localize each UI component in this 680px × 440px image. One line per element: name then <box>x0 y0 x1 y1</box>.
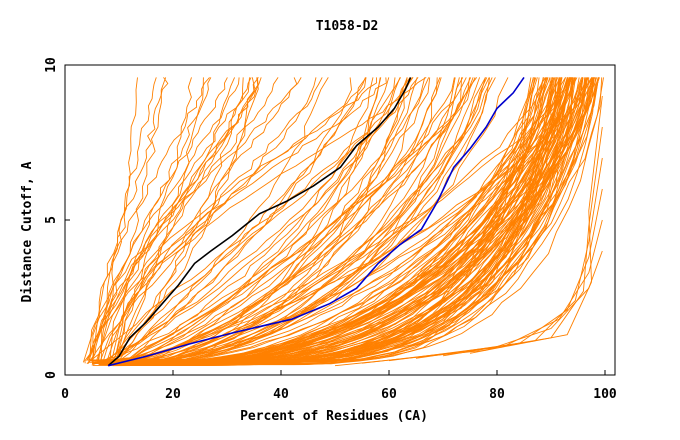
model-line <box>128 77 540 364</box>
model-line <box>442 126 603 357</box>
model-line <box>114 77 490 366</box>
x-tick-label: 80 <box>489 387 505 402</box>
x-tick-label: 0 <box>61 387 69 402</box>
model-line <box>182 77 560 362</box>
model-line <box>101 77 236 366</box>
model-line <box>186 77 554 365</box>
model-line <box>112 77 563 367</box>
axis-ticks: 0 20 40 60 80 100 0 5 10 <box>44 57 617 402</box>
model-line <box>91 77 259 361</box>
model-line <box>87 77 317 364</box>
model-line <box>98 77 408 366</box>
model-line <box>87 77 366 360</box>
model-line <box>117 77 555 361</box>
model-line <box>130 77 537 365</box>
model-line <box>86 77 414 364</box>
model-line <box>93 77 418 364</box>
x-tick-label: 100 <box>593 387 617 402</box>
model-line <box>114 77 298 365</box>
model-line <box>204 77 561 365</box>
model-line <box>128 77 426 361</box>
highlight-line-black <box>107 77 412 367</box>
model-line <box>91 77 431 362</box>
model-line <box>95 77 378 364</box>
model-line <box>181 77 561 364</box>
x-tick-label: 60 <box>381 387 397 402</box>
chart-title: T1058-D2 <box>316 19 379 34</box>
model-line <box>98 77 352 366</box>
y-tick-label: 10 <box>44 57 59 73</box>
model-line <box>100 77 169 362</box>
model-line <box>118 77 460 366</box>
model-line <box>97 77 262 363</box>
model-line <box>139 77 557 363</box>
model-line <box>163 77 571 361</box>
model-line <box>119 77 593 363</box>
model-line <box>112 77 212 366</box>
model-line <box>98 77 474 364</box>
model-line <box>101 77 548 366</box>
x-tick-label: 20 <box>165 387 181 402</box>
model-line <box>132 77 570 361</box>
model-line <box>104 77 256 361</box>
model-line <box>147 77 573 364</box>
model-line <box>115 77 250 362</box>
model-line <box>119 77 464 366</box>
model-line <box>82 77 302 363</box>
x-tick-label: 40 <box>273 387 289 402</box>
background-model-lines <box>82 77 604 367</box>
model-line <box>110 77 192 364</box>
model-line <box>142 77 496 366</box>
model-line <box>105 77 387 366</box>
y-tick-label: 5 <box>44 216 59 224</box>
model-line <box>198 77 552 366</box>
model-line <box>88 77 259 362</box>
x-axis-label: Percent of Residues (CA) <box>240 409 428 424</box>
model-line <box>84 77 167 364</box>
model-line <box>103 77 329 361</box>
y-tick-label: 0 <box>44 371 59 379</box>
model-line <box>101 77 509 361</box>
highlight-line-blue <box>108 76 525 367</box>
model-line <box>117 77 244 365</box>
model-line <box>104 77 396 365</box>
model-line <box>98 77 259 365</box>
model-line <box>116 77 204 360</box>
model-line <box>113 77 367 366</box>
model-line <box>92 77 411 366</box>
y-axis-label: Distance Cutoff, A <box>20 161 35 302</box>
model-line <box>88 77 544 361</box>
model-line <box>86 77 279 362</box>
model-line <box>92 77 157 364</box>
model-line <box>469 95 603 354</box>
model-line <box>114 77 470 365</box>
model-line <box>109 77 252 363</box>
model-line <box>211 77 553 363</box>
model-line <box>110 77 427 366</box>
model-line <box>107 77 455 365</box>
model-line <box>89 77 240 360</box>
highlight-lines <box>107 76 525 367</box>
